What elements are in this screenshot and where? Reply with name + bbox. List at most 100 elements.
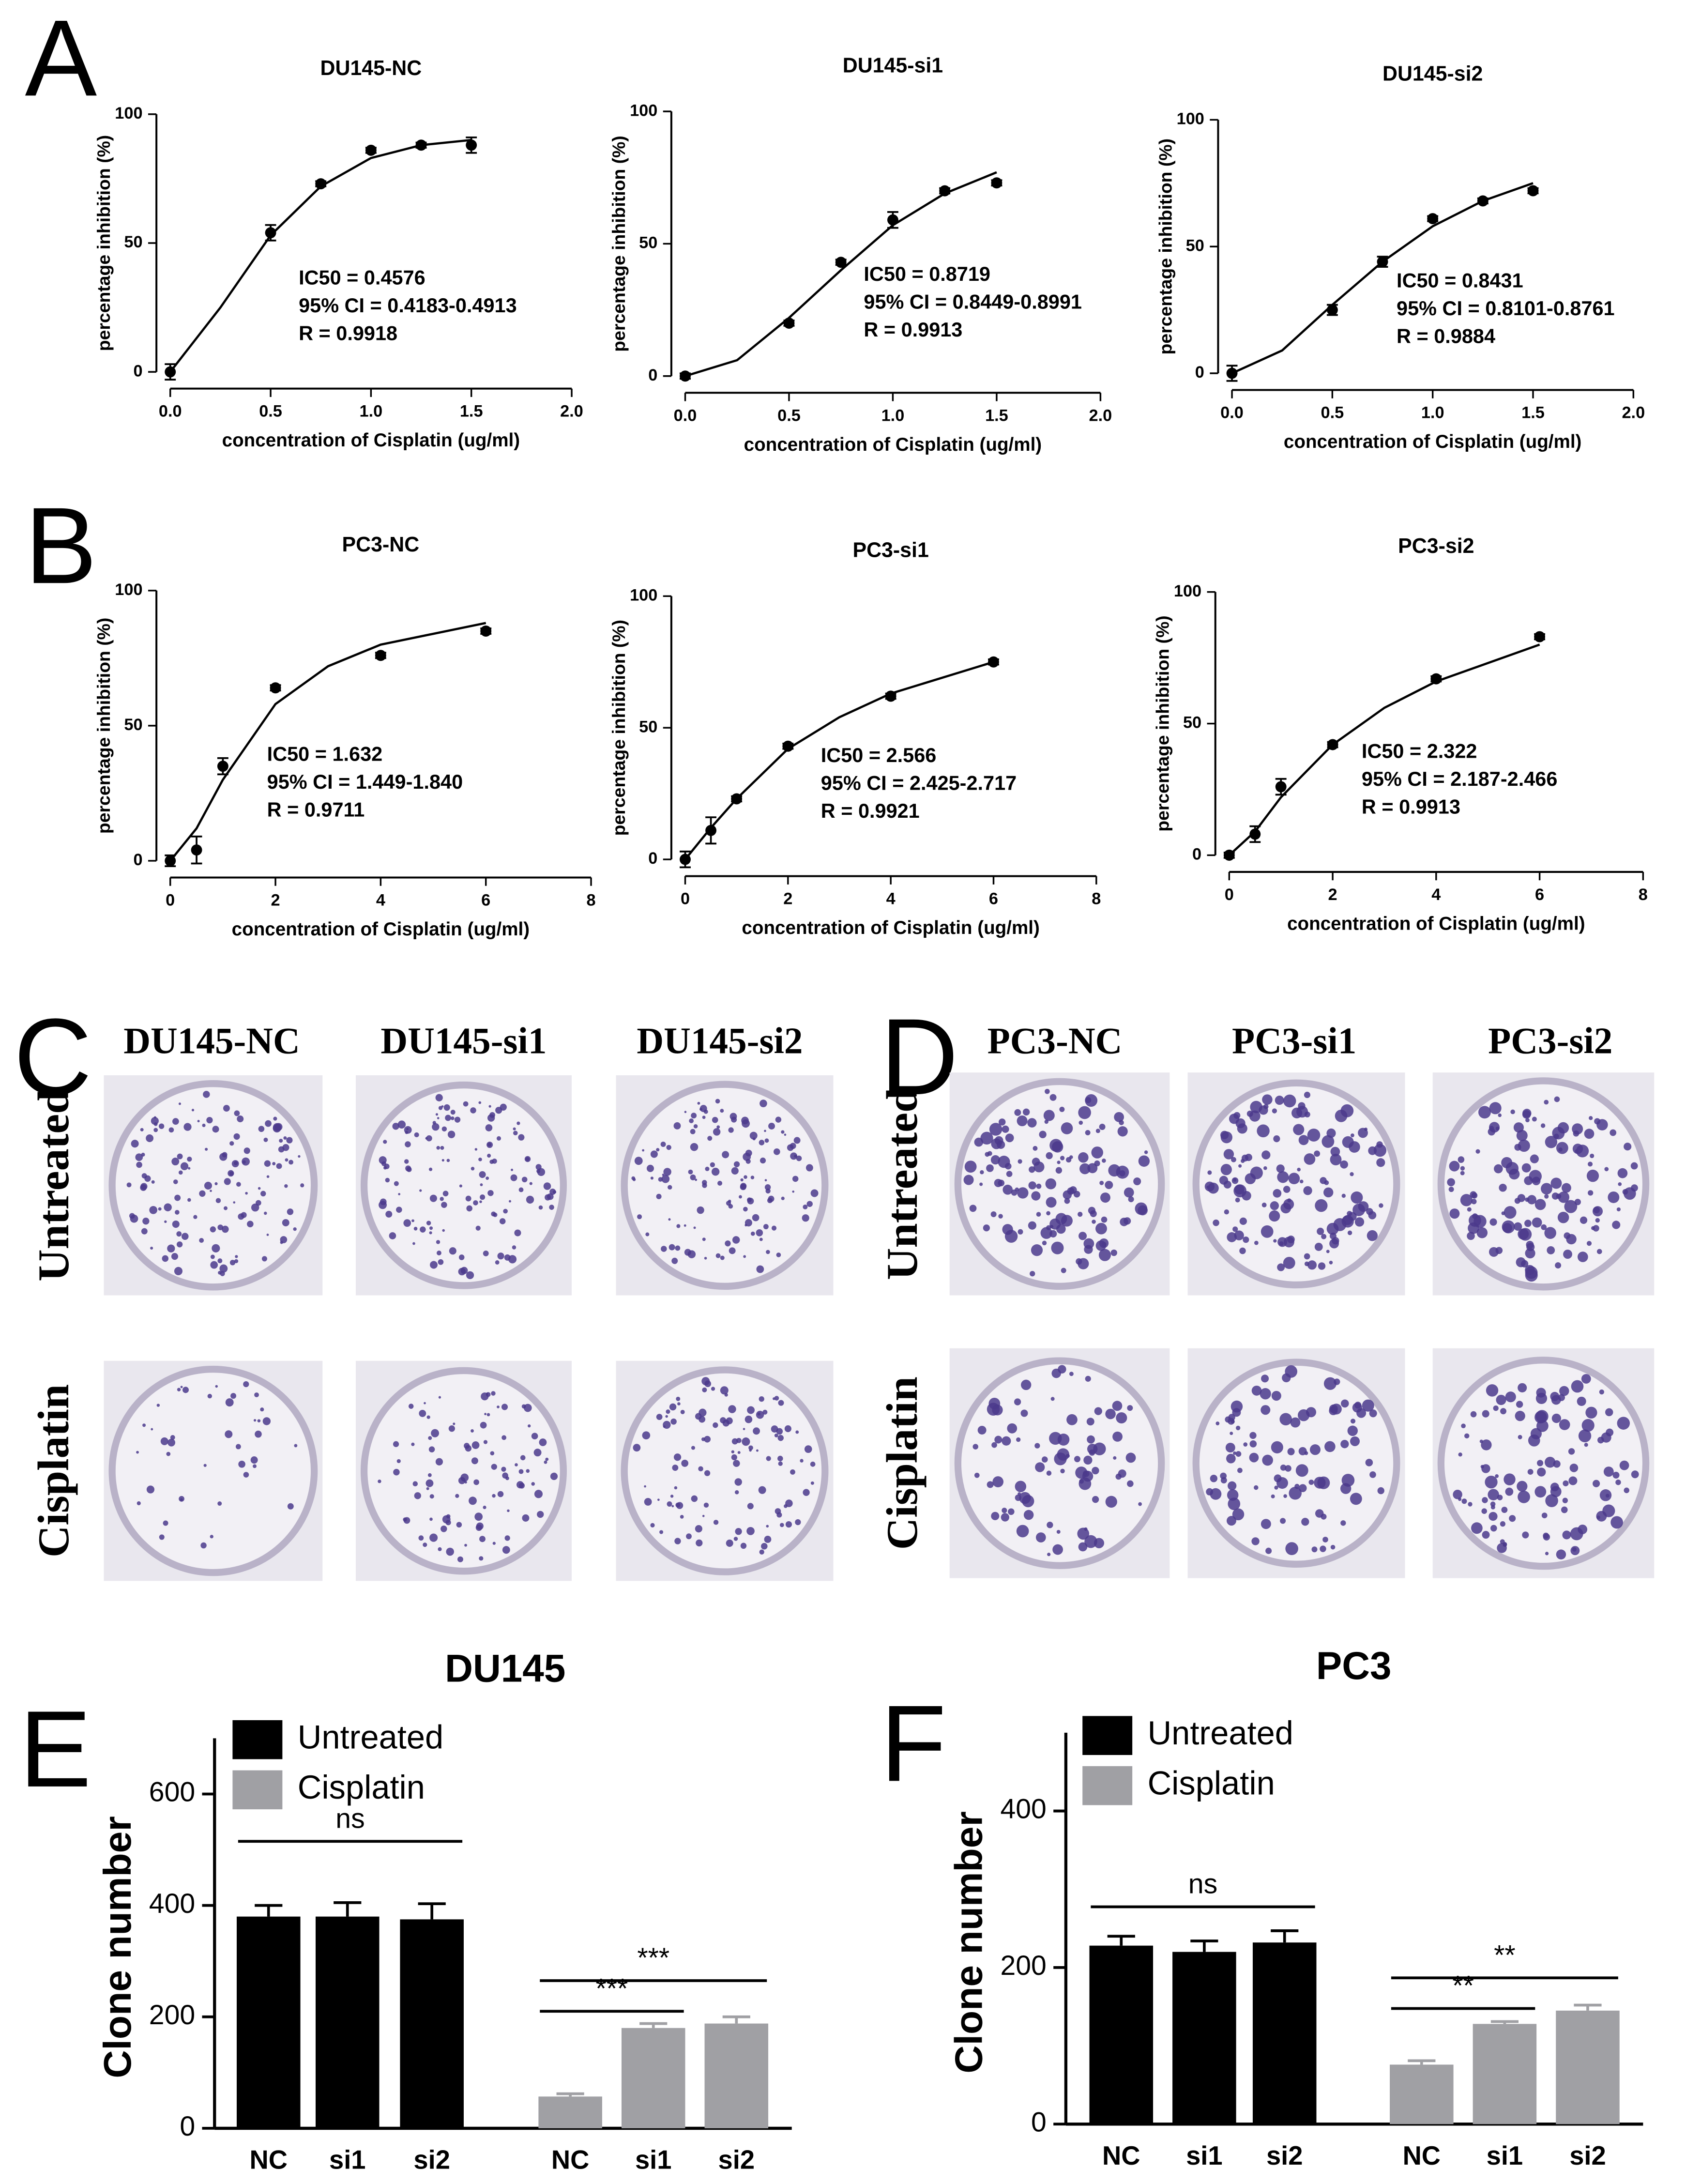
colony <box>141 1228 148 1235</box>
colony <box>747 1503 754 1510</box>
colony <box>806 1201 813 1207</box>
colony <box>1593 1225 1599 1232</box>
colony <box>728 1127 734 1133</box>
colony <box>1478 1106 1491 1119</box>
colony <box>1116 1412 1127 1424</box>
colony <box>501 1466 506 1472</box>
colony <box>1501 1157 1513 1169</box>
colony <box>656 1193 662 1199</box>
colony <box>203 1091 210 1098</box>
colony <box>243 1472 249 1478</box>
y-tick-label: 200 <box>1000 1950 1046 1981</box>
colony <box>690 1129 696 1134</box>
y-axis-label: Clone number <box>947 1811 991 2073</box>
colony <box>507 1509 510 1512</box>
colony <box>1232 1226 1238 1232</box>
colony <box>1545 1135 1558 1148</box>
colony <box>1078 1542 1088 1552</box>
colony <box>777 1455 783 1462</box>
colony <box>711 1167 720 1176</box>
y-tick-label: 200 <box>149 2000 195 2031</box>
colony <box>743 1207 748 1212</box>
colony <box>1369 1409 1377 1418</box>
colony <box>484 1413 486 1416</box>
colony <box>215 1198 221 1204</box>
column-header: DU145-si2 <box>637 1020 803 1061</box>
colony <box>1354 1217 1365 1227</box>
colony <box>1347 1425 1358 1436</box>
colony <box>1630 1162 1638 1170</box>
colony <box>393 1441 399 1447</box>
colony <box>1046 1197 1057 1208</box>
colony <box>983 1224 990 1232</box>
colony <box>1479 1439 1483 1443</box>
colony <box>237 1115 244 1123</box>
colony <box>1016 1525 1029 1538</box>
colony <box>1514 1144 1521 1151</box>
colony <box>747 1197 752 1203</box>
significance-label: ns <box>335 1803 365 1834</box>
colony <box>781 1130 785 1134</box>
data-point <box>1275 781 1287 793</box>
colony <box>713 1128 721 1136</box>
x-tick-label: 0.5 <box>1321 403 1344 422</box>
colony <box>397 1120 406 1129</box>
colony <box>1314 1150 1321 1157</box>
colony <box>1563 1250 1572 1259</box>
colony <box>1504 1473 1516 1485</box>
colony <box>1458 1452 1462 1457</box>
colony <box>445 1115 451 1121</box>
colony <box>544 1460 547 1464</box>
colony <box>1330 1154 1342 1166</box>
colony <box>1282 1373 1291 1383</box>
colony <box>644 1497 652 1506</box>
colony <box>1138 1155 1150 1167</box>
colony <box>512 1245 516 1250</box>
colony <box>768 1122 775 1130</box>
y-tick-label: 50 <box>639 718 657 736</box>
significance-label: *** <box>596 1973 628 2004</box>
colony <box>429 1517 433 1521</box>
colony <box>1525 1118 1530 1123</box>
colony <box>1315 1509 1324 1518</box>
y-tick-label: 50 <box>124 716 142 734</box>
colony <box>1563 1480 1569 1486</box>
colony <box>1301 1518 1309 1526</box>
colony <box>724 1393 728 1397</box>
colony <box>1066 1414 1078 1425</box>
colony <box>715 1253 721 1258</box>
colony <box>1288 1173 1300 1185</box>
colony <box>1127 1480 1134 1487</box>
colony <box>1254 1240 1259 1245</box>
annotation: R = 0.9918 <box>299 322 397 345</box>
colony <box>279 1139 283 1143</box>
colony <box>1524 1176 1533 1185</box>
colony <box>1078 1211 1083 1217</box>
y-tick-label: 0 <box>1192 845 1201 863</box>
colony <box>1349 1141 1360 1153</box>
colony <box>174 1267 183 1275</box>
colony <box>1056 1529 1061 1534</box>
colony <box>505 1476 509 1481</box>
row-label: Cisplatin <box>29 1384 78 1558</box>
column-header: PC3-NC <box>987 1020 1123 1061</box>
colony <box>524 1156 531 1162</box>
colony <box>1263 1104 1269 1109</box>
colony <box>429 1226 433 1230</box>
colony <box>656 1414 663 1420</box>
colony <box>1304 1153 1316 1165</box>
colony <box>531 1482 535 1486</box>
x-tick-label: 6 <box>989 890 998 908</box>
x-axis-label: concentration of Cisplatin (ug/ml) <box>222 430 520 451</box>
colony <box>743 1152 751 1161</box>
colony <box>1047 1522 1053 1528</box>
colony <box>432 1123 440 1131</box>
colony <box>991 1138 1002 1149</box>
data-point <box>887 214 898 226</box>
colony <box>804 1445 812 1453</box>
colony <box>1584 1129 1595 1139</box>
colony <box>1061 1215 1073 1227</box>
colony <box>1534 1199 1546 1210</box>
x-tick-label: NC <box>1102 2141 1140 2170</box>
colony <box>492 1542 496 1545</box>
